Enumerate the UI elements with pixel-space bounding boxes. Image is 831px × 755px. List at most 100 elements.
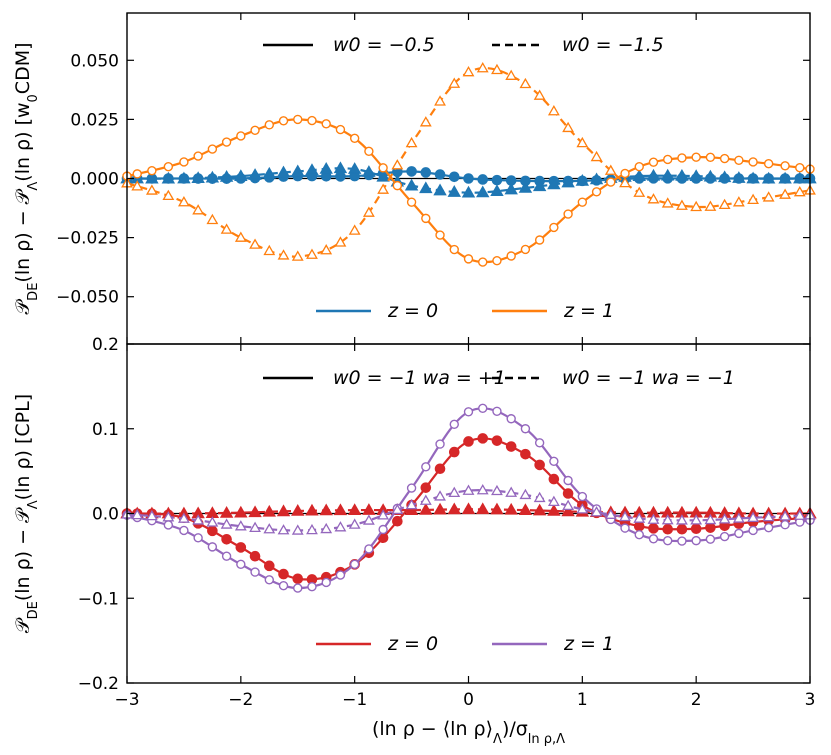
data-point [562, 499, 575, 511]
data-point [236, 131, 246, 141]
data-point [504, 502, 518, 515]
data-point [563, 209, 573, 219]
legend-linestyle: w0 = −1 wa = +1 w0 = −1 wa = −1 [263, 367, 735, 389]
data-point [205, 170, 220, 183]
data-point [291, 504, 305, 516]
data-point [547, 177, 561, 190]
data-point [577, 197, 588, 207]
x-tick-label: 2 [691, 690, 702, 710]
data-point [561, 504, 575, 517]
data-point [278, 116, 289, 126]
series-2 [120, 502, 817, 519]
data-point [391, 503, 404, 515]
data-point [619, 176, 631, 188]
data-point [633, 520, 645, 532]
data-point [747, 511, 760, 522]
y-tick-label: 0.050 [70, 51, 119, 71]
data-point [147, 165, 157, 176]
data-point [506, 414, 516, 424]
data-point [732, 196, 745, 207]
data-point [163, 520, 174, 530]
data-point [433, 183, 447, 196]
data-point [604, 508, 617, 519]
data-point [434, 169, 446, 180]
data-point [421, 213, 431, 224]
data-point [234, 231, 247, 242]
data-point [779, 510, 792, 521]
data-point [633, 186, 646, 197]
data-point [534, 438, 545, 448]
y-tick-label: 0.1 [92, 420, 119, 440]
legend-label: z = 0 [387, 633, 438, 655]
data-point [334, 236, 347, 247]
data-point [591, 187, 602, 197]
data-point [461, 185, 476, 198]
data-point [795, 163, 805, 173]
data-point [478, 257, 488, 267]
data-point [177, 512, 190, 523]
data-point [532, 179, 547, 192]
data-point [492, 406, 502, 416]
data-point [519, 488, 532, 500]
data-point [249, 238, 261, 249]
data-point [547, 105, 560, 116]
data-point [207, 525, 218, 537]
legend-linestyle: w0 = −0.5 w0 = −1.5 [263, 34, 664, 56]
data-point [404, 178, 419, 191]
data-point [321, 119, 331, 129]
data-point [435, 230, 445, 240]
data-point [264, 120, 274, 130]
data-point [778, 171, 792, 184]
data-point [234, 520, 247, 531]
y-tick-label: 0.000 [70, 170, 119, 190]
data-point [532, 503, 547, 516]
data-point [590, 506, 603, 517]
data-point [648, 534, 659, 544]
data-point [476, 484, 489, 495]
data-point [234, 505, 248, 518]
x-tick-label: −2 [228, 690, 253, 710]
data-point [520, 448, 531, 460]
data-point [419, 494, 432, 505]
data-point [676, 514, 688, 525]
data-point [589, 172, 604, 185]
data-point [319, 503, 333, 516]
data-point [264, 575, 274, 585]
data-point [504, 182, 518, 195]
data-point [392, 515, 403, 527]
data-point [518, 503, 533, 515]
data-point [448, 486, 461, 498]
data-point [191, 171, 205, 183]
data-point [262, 504, 277, 517]
data-point [677, 536, 687, 546]
data-point [335, 570, 346, 580]
data-point [221, 551, 232, 561]
data-point [761, 171, 776, 184]
data-point [420, 482, 432, 493]
data-point [421, 462, 431, 472]
data-point [763, 522, 774, 533]
data-point [291, 164, 305, 177]
data-point [490, 184, 504, 197]
data-point [348, 224, 361, 235]
data-point [377, 183, 390, 194]
data-point [307, 115, 317, 126]
data-point [562, 488, 574, 499]
data-point [193, 533, 203, 543]
data-point [780, 161, 790, 171]
data-point [293, 114, 303, 125]
series-3 [122, 114, 815, 267]
x-tick-label: 0 [463, 690, 474, 710]
data-point [206, 213, 219, 225]
data-point [663, 535, 673, 546]
data-point [362, 503, 376, 515]
data-point [192, 514, 205, 525]
data-point [177, 196, 190, 207]
data-point [748, 525, 758, 536]
data-point [661, 197, 674, 208]
series-4 [121, 484, 816, 535]
data-point [263, 523, 276, 534]
legend-label: w0 = −1.5 [562, 34, 664, 56]
data-point [378, 524, 388, 535]
